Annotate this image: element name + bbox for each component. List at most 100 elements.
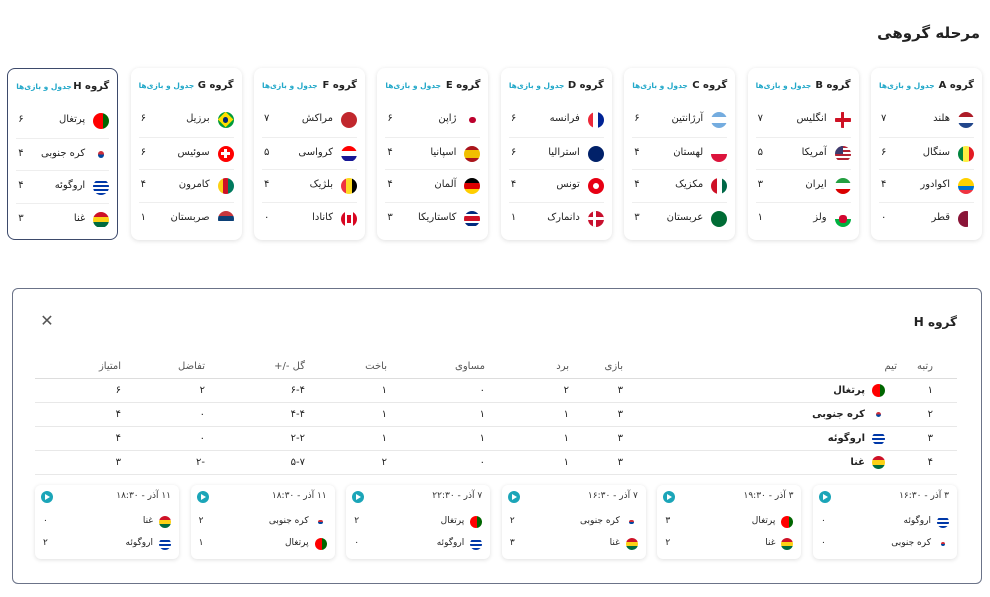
flag-belgium-icon [341,178,357,194]
match-card[interactable]: ۱۱ آذر - ۱۸:۳۰ غنا ۰ اروگوئه ۲ [35,485,179,559]
group-team-row: لهستان ۴ [632,136,728,169]
match-score: ۰ [821,516,826,526]
group-fixtures-link[interactable]: جدول و بازی‌ها [879,81,935,90]
group-fixtures-link[interactable]: جدول و بازی‌ها [755,81,812,90]
close-icon[interactable]: ✕ [40,311,54,330]
group-team-row: مکزیک ۴ [632,169,728,201]
header-team: تیم [884,361,897,372]
play-icon[interactable] [352,491,365,503]
match-team-name: کره جنوبی [268,516,309,526]
team-points: ۴ [264,179,270,190]
team-points: ۶ [387,113,393,124]
team-name: اروگوئه [54,180,86,191]
group-card-header: گروه B جدول و بازی‌ها [756,80,851,96]
match-team-name: اروگوئه [903,516,931,526]
group-team-row: کامرون ۴ [138,169,234,201]
group-name: گروه F [322,80,357,91]
group-fixtures-link[interactable]: جدول و بازی‌ها [385,81,442,90]
flag-england-icon [834,112,851,128]
match-team-name: غنا [609,538,620,548]
header-won: برد [556,361,569,372]
match-card[interactable]: ۷ آذر - ۱۶:۳۰ کره جنوبی ۲ غنا ۳ [501,485,646,559]
team-name: ژاپن [438,113,457,124]
match-card[interactable]: ۱۱ آذر - ۱۸:۳۰ کره جنوبی ۲ پرتغال ۱ [190,485,335,559]
group-cards: گروه A جدول و بازی‌ها هلند ۷ سنگال ۶ اکوادور ۴ ق… [6,68,982,242]
play-icon[interactable] [819,491,831,503]
group-card-header: گروه E جدول و بازی‌ها [385,80,480,96]
group-team-row: بلژیک ۴ [262,169,357,201]
row-draw: ۱ [479,409,485,420]
team-name: سوئیس [177,146,210,158]
group-card[interactable]: گروه G جدول و بازی‌ها برزیل ۶ سوئیس ۶ کامرون ۴ ص… [130,68,242,240]
team-points: ۴ [140,179,146,190]
team-points: ۰ [264,211,270,223]
table-row: ۲ کره جنوبی ۳ ۱ ۱ ۱ ۴-۴ ۰ ۴ [35,403,957,427]
group-fixtures-link[interactable]: جدول و بازی‌ها [16,82,72,91]
match-card[interactable]: ۳ آذر - ۱۹:۳۰ پرتغال ۳ غنا ۲ [657,485,802,559]
match-card[interactable]: ۳ آذر - ۱۶:۳۰ اروگوئه ۰ کره جنوبی ۰ [813,485,957,559]
flag-portugal-icon [470,516,483,528]
row-lost: ۱ [381,409,387,420]
flag-ghana-icon [781,538,794,550]
team-points: ۴ [18,180,24,191]
flag-iran-icon [834,178,851,194]
match-team-name: غنا [142,516,153,526]
flag-portugal-icon [781,516,794,528]
group-card-header: گروه G جدول و بازی‌ها [139,80,234,96]
group-card[interactable]: گروه C جدول و بازی‌ها آرژانتین ۶ لهستان ۴ مکزی… [624,68,736,240]
flag-korea-icon [872,408,885,421]
play-icon[interactable] [507,491,520,503]
team-points: ۴ [387,179,393,190]
group-name: گروه G [197,80,234,91]
row-played: ۳ [617,457,623,468]
row-diff: ۰ [199,409,205,420]
flag-canada-icon [341,210,357,227]
play-icon[interactable] [41,491,53,503]
row-played: ۳ [617,433,623,444]
group-team-row: آلمان ۴ [385,169,481,201]
group-fixtures-link[interactable]: جدول و بازی‌ها [138,81,195,90]
team-name: کره جنوبی [41,147,86,159]
match-card[interactable]: ۷ آذر - ۲۲:۳۰ پرتغال ۲ اروگوئه ۰ [346,485,491,559]
team-name: لهستان [673,146,704,158]
group-team-row: فرانسه ۶ [509,104,604,136]
match-score: ۲ [198,516,204,526]
flag-serbia-icon [217,210,234,227]
flag-germany-icon [464,178,481,194]
match-team-away: کره جنوبی ۰ [821,537,949,551]
team-points: ۳ [757,179,763,190]
group-team-row: آرژانتین ۶ [632,104,728,136]
match-score: ۲ [43,538,48,548]
row-rank: ۳ [927,433,933,444]
group-card[interactable]: گروه F جدول و بازی‌ها مراکش ۷ کرواسی ۵ بلژیک ۴ ک… [254,68,365,240]
detail-title: گروه H [913,315,957,329]
team-points: ۶ [510,146,517,158]
match-score: ۱ [198,538,204,548]
team-name: صربستان [170,211,210,223]
group-team-row: ایران ۳ [755,169,851,201]
group-fixtures-link[interactable]: جدول و بازی‌ها [632,81,688,90]
flag-uruguay-icon [470,538,483,550]
table-row: ۳ اروگوئه ۳ ۱ ۱ ۱ ۲-۲ ۰ ۴ [35,427,957,451]
team-points: ۴ [881,179,887,190]
flag-france-icon [587,112,604,128]
match-score: ۲ [665,538,671,548]
group-team-row: ولز ۱ [755,201,851,234]
row-draw: ۰ [479,457,485,468]
group-card[interactable]: گروه B جدول و بازی‌ها انگلیس ۷ آمریکا ۵ ایران ۳… [747,68,859,240]
team-points: ۱ [140,211,146,223]
flag-senegal-icon [958,145,974,162]
group-card[interactable]: گروه D جدول و بازی‌ها فرانسه ۶ استرالیا ۶ تونس… [500,68,612,240]
group-card[interactable]: گروه A جدول و بازی‌ها هلند ۷ سنگال ۶ اکوادور ۴ ق… [871,68,982,240]
flag-korea-icon [93,146,110,163]
team-points: ۵ [757,146,763,158]
play-icon[interactable] [196,491,209,503]
play-icon[interactable] [663,491,676,503]
group-card[interactable]: گروه H جدول و بازی‌ها پرتغال ۶ کره جنوبی ۴ ارو… [7,68,119,240]
flag-wales-icon [834,210,851,227]
group-card[interactable]: گروه E جدول و بازی‌ها ژاپن ۶ اسپانیا ۴ آلمان ۴ ک… [377,68,489,240]
group-fixtures-link[interactable]: جدول و بازی‌ها [508,81,565,90]
table-row: ۴ غنا ۳ ۱ ۰ ۲ ۵-۷ -۲ ۳ [35,451,957,475]
standings-header: رتبه تیم بازی برد مساوی باخت گل -/+ تفاض… [35,355,957,379]
group-fixtures-link[interactable]: جدول و بازی‌ها [262,81,318,90]
